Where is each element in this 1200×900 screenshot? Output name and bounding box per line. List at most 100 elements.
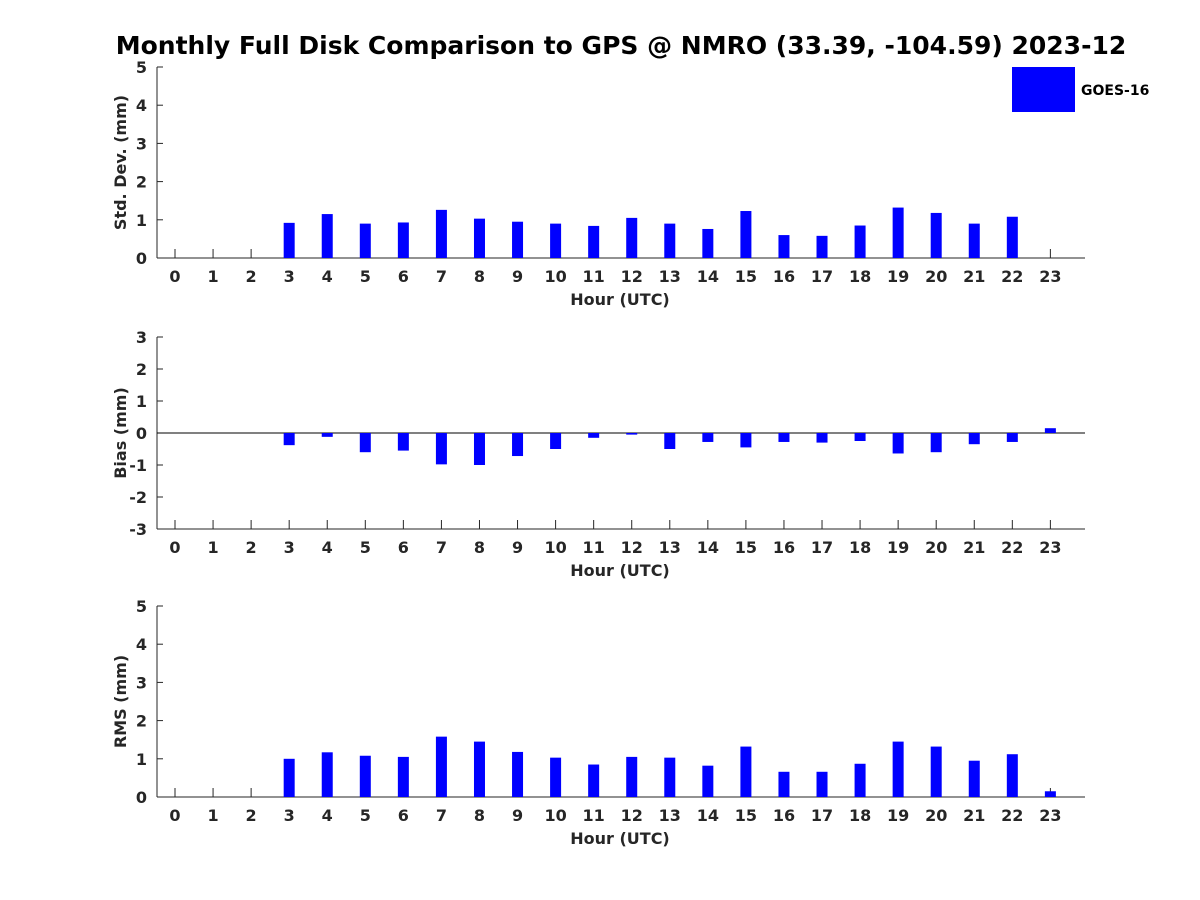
bias-x-tick-label: 9 (512, 538, 523, 557)
std-dev-bar-hour-14 (702, 228, 714, 258)
std-dev-x-tick-label: 18 (849, 267, 871, 286)
bias-x-tick-label: 3 (284, 538, 295, 557)
std-dev-x-tick-label: 3 (284, 267, 295, 286)
std-dev-x-tick-label: 20 (925, 267, 947, 286)
rms-x-tick-label: 0 (169, 806, 180, 825)
std-dev-x-tick-label: 11 (583, 267, 605, 286)
std-dev-bar-hour-19 (892, 207, 904, 258)
bias-bar-hour-6 (397, 433, 409, 451)
bias-x-tick-label: 13 (659, 538, 681, 557)
bias-x-tick-label: 6 (398, 538, 409, 557)
rms-x-tick-label: 20 (925, 806, 947, 825)
rms-x-tick-label: 21 (963, 806, 985, 825)
bias-bar-hour-11 (588, 433, 600, 438)
bias-bar-hour-16 (778, 433, 790, 442)
rms-x-axis-label: Hour (UTC) (570, 829, 670, 848)
rms-bar-hour-20 (930, 746, 942, 797)
rms-x-tick-label: 8 (474, 806, 485, 825)
std-dev-x-tick-label: 13 (659, 267, 681, 286)
rms-bar-hour-3 (283, 758, 295, 797)
std-dev-bar-hour-18 (854, 225, 866, 258)
std-dev-bar-hour-7 (435, 209, 447, 258)
bias-bar-hour-8 (473, 433, 485, 465)
std-dev-x-tick-label: 6 (398, 267, 409, 286)
bias-x-tick-label: 0 (169, 538, 180, 557)
rms-bar-hour-6 (397, 756, 409, 797)
bias-x-tick-label: 5 (360, 538, 371, 557)
chart-title: Monthly Full Disk Comparison to GPS @ NM… (116, 31, 1127, 60)
rms-y-tick-label: 5 (136, 597, 147, 616)
std-dev-bar-hour-11 (588, 225, 600, 258)
rms-x-tick-label: 1 (207, 806, 218, 825)
bias-bar-hour-9 (512, 433, 524, 457)
bias-bar-hour-21 (968, 433, 980, 445)
std-dev-bar-hour-17 (816, 235, 828, 258)
std-dev-x-tick-label: 23 (1039, 267, 1061, 286)
bias-bar-hour-13 (664, 433, 676, 449)
std-dev-bar-hour-16 (778, 235, 790, 258)
std-dev-x-axis-label: Hour (UTC) (570, 290, 670, 309)
rms-bar-hour-11 (588, 764, 600, 797)
std-dev-bar-hour-4 (321, 214, 333, 258)
bias-x-tick-label: 16 (773, 538, 795, 557)
std-dev-bar-hour-10 (550, 223, 562, 258)
legend-swatch (1012, 67, 1075, 112)
std-dev-y-tick-label: 2 (136, 173, 147, 192)
rms-bar-hour-22 (1006, 754, 1018, 797)
rms-bar-hour-14 (702, 765, 714, 797)
bias-bar-hour-12 (626, 433, 638, 435)
rms-bar-hour-16 (778, 771, 790, 797)
rms-y-tick-label: 0 (136, 788, 147, 807)
bias-bar-hour-23 (1044, 428, 1056, 433)
bias-x-tick-label: 7 (436, 538, 447, 557)
bias-bar-hour-4 (321, 433, 333, 437)
bias-bar-hour-18 (854, 433, 866, 441)
bias-x-tick-label: 12 (621, 538, 643, 557)
rms-x-tick-label: 15 (735, 806, 757, 825)
rms-x-tick-label: 6 (398, 806, 409, 825)
bias-bar-hour-15 (740, 433, 752, 448)
rms-x-tick-label: 14 (697, 806, 719, 825)
std-dev-x-tick-label: 1 (207, 267, 218, 286)
bias-x-tick-label: 10 (544, 538, 566, 557)
bias-y-tick-label: -3 (129, 520, 147, 539)
bias-y-tick-label: 2 (136, 360, 147, 379)
rms-y-tick-label: 4 (136, 635, 147, 654)
rms-x-tick-label: 23 (1039, 806, 1061, 825)
std-dev-x-tick-label: 16 (773, 267, 795, 286)
std-dev-x-tick-label: 10 (544, 267, 566, 286)
std-dev-bar-hour-8 (473, 218, 485, 258)
bias-x-tick-label: 11 (583, 538, 605, 557)
rms-bar-hour-18 (854, 763, 866, 797)
std-dev-bar-hour-12 (626, 217, 638, 258)
std-dev-x-tick-label: 21 (963, 267, 985, 286)
rms-bar-hour-17 (816, 771, 828, 797)
std-dev-x-tick-label: 5 (360, 267, 371, 286)
bias-bar-hour-20 (930, 433, 942, 453)
bias-x-tick-label: 18 (849, 538, 871, 557)
std-dev-bar-hour-15 (740, 211, 752, 258)
rms-x-tick-label: 11 (583, 806, 605, 825)
bias-bar-hour-22 (1006, 433, 1018, 442)
std-dev-bar-hour-9 (512, 221, 524, 258)
bias-x-tick-label: 23 (1039, 538, 1061, 557)
bias-x-tick-label: 17 (811, 538, 833, 557)
rms-bar-hour-9 (512, 751, 524, 797)
rms-bar-hour-19 (892, 741, 904, 797)
std-dev-x-tick-label: 0 (169, 267, 180, 286)
bias-y-tick-label: -1 (129, 456, 147, 475)
std-dev-y-tick-label: 3 (136, 134, 147, 153)
rms-bar-hour-7 (435, 736, 447, 797)
rms-x-tick-label: 4 (322, 806, 333, 825)
rms-y-tick-label: 3 (136, 673, 147, 692)
rms-bar-hour-12 (626, 756, 638, 797)
bias-x-tick-label: 14 (697, 538, 719, 557)
bias-y-tick-label: -2 (129, 488, 147, 507)
bias-x-tick-label: 20 (925, 538, 947, 557)
rms-bar-hour-15 (740, 746, 752, 797)
bias-x-tick-label: 19 (887, 538, 909, 557)
bias-x-axis-label: Hour (UTC) (570, 561, 670, 580)
rms-x-tick-label: 5 (360, 806, 371, 825)
